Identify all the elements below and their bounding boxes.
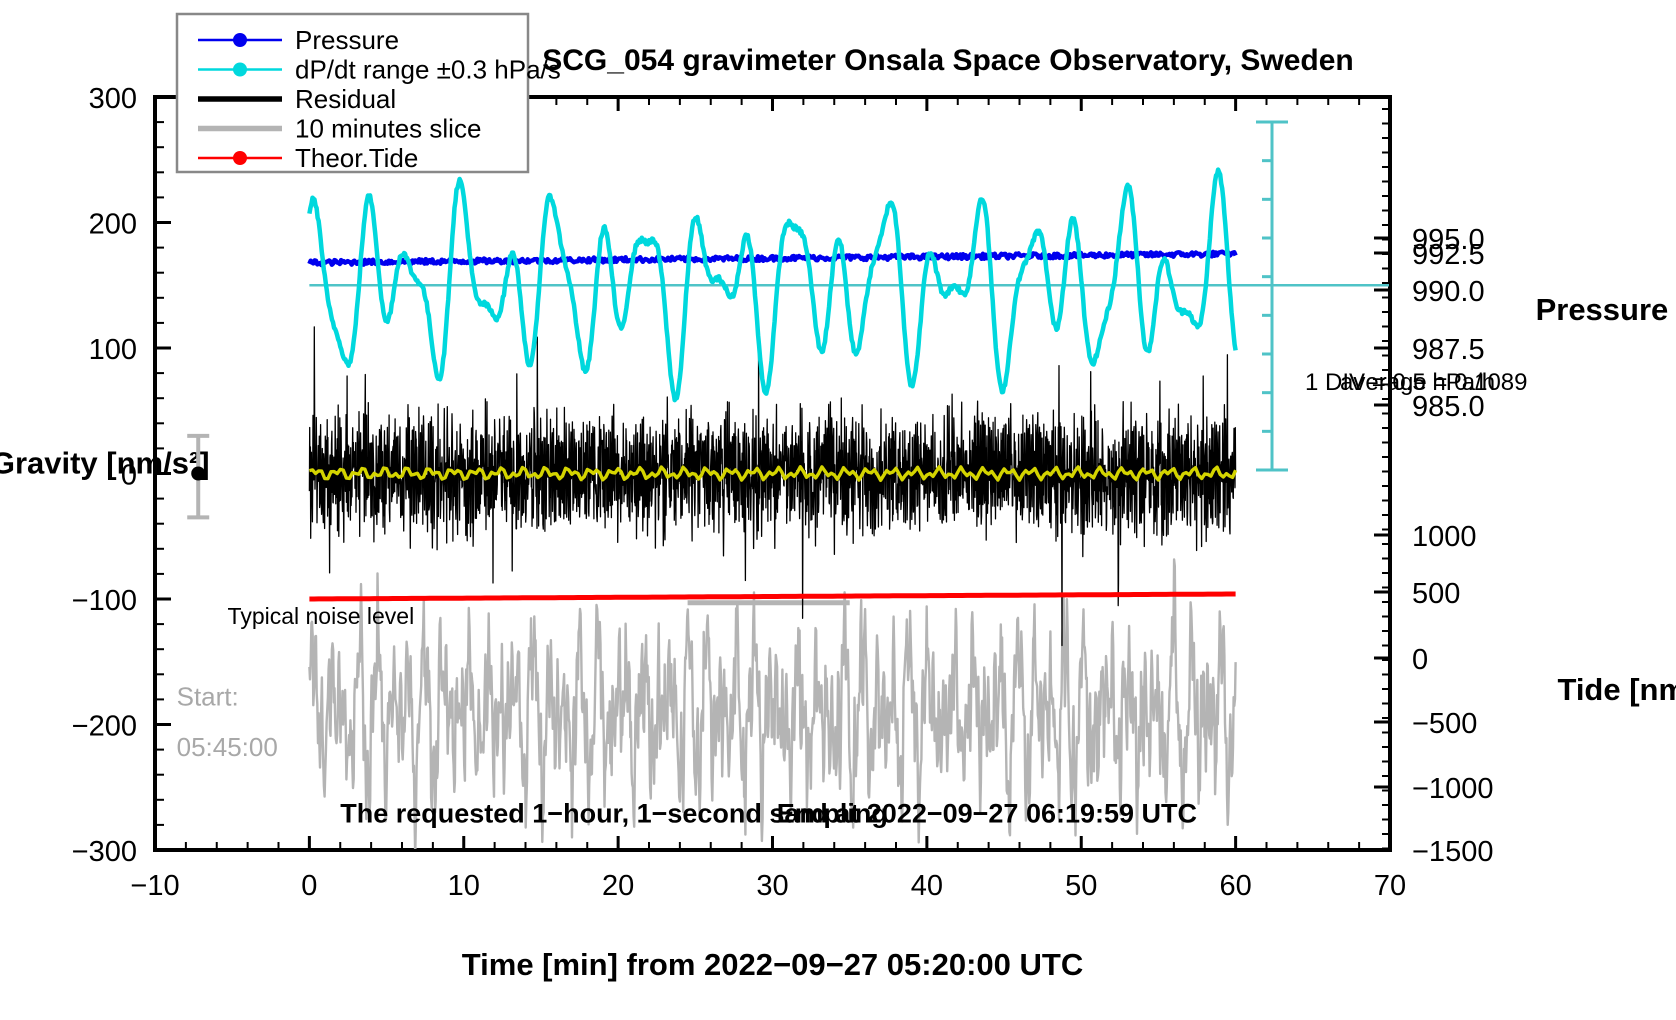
- tide-tick-label: −1500: [1412, 836, 1493, 868]
- noise-level-label: Typical noise level: [228, 603, 415, 629]
- end-note: End at 2022−09−27 06:19:59 UTC: [777, 798, 1197, 828]
- chart-title: SCG_054 gravimeter Onsala Space Observat…: [542, 44, 1354, 77]
- x-tick-label: 0: [301, 870, 317, 902]
- x-tick-label: 20: [602, 870, 634, 902]
- y-tick-label: 200: [89, 209, 137, 241]
- legend-label: Pressure: [295, 25, 399, 55]
- tide-tick-label: 1000: [1412, 521, 1477, 553]
- y-tick-label: −300: [72, 836, 137, 868]
- series-theor-tide: [309, 591, 1236, 602]
- y-tick-label: 0: [121, 460, 137, 492]
- y-tick-label: −100: [72, 585, 137, 617]
- y-tick-label: 100: [89, 334, 137, 366]
- x-tick-label: 40: [911, 870, 943, 902]
- start-label: Start:: [177, 682, 239, 712]
- tide-axis-title: Tide [nm/s²]: [1557, 672, 1676, 707]
- pressure-axis-title: Pressure [hPa]: [1536, 292, 1676, 327]
- tide-tick-label: 500: [1412, 578, 1460, 610]
- tide-tick-label: 0: [1412, 644, 1428, 676]
- x-tick-label: 70: [1374, 870, 1406, 902]
- pressure-tick-label: 990.0: [1412, 276, 1485, 308]
- tide-tick-label: −1000: [1412, 773, 1493, 805]
- legend-label: Theor.Tide: [295, 143, 418, 173]
- legend-item[interactable]: dP/dt range ±0.3 hPa/s: [198, 55, 561, 85]
- legend-marker: [233, 151, 247, 165]
- x-tick-label: 10: [448, 870, 480, 902]
- pressure-tick-label: 987.5: [1412, 334, 1485, 366]
- legend-item[interactable]: Pressure: [198, 25, 399, 55]
- div-scale-label: 1 DIV = 0.5 hPa/h: [1305, 369, 1495, 396]
- legend-label: 10 minutes slice: [295, 114, 481, 144]
- series-pressure: [307, 249, 1238, 268]
- annotations-group: Typical noise level Start: 05:45:00 The req…: [177, 120, 1528, 828]
- legend-item[interactable]: Theor.Tide: [198, 143, 418, 173]
- legend-marker: [233, 62, 247, 77]
- pressure-tick-label: 985.0: [1412, 391, 1485, 423]
- tide-tick-label: −500: [1412, 708, 1477, 740]
- series-residual: [308, 326, 1237, 647]
- legend-label: dP/dt range ±0.3 hPa/s: [295, 55, 561, 85]
- start-time: 05:45:00: [177, 732, 278, 762]
- x-tick-label: 50: [1065, 870, 1097, 902]
- pressure-tick-label: 995.0: [1412, 224, 1485, 256]
- legend-item[interactable]: Residual: [198, 84, 396, 114]
- x-tick-label: −10: [130, 870, 179, 902]
- sampling-note: The requested 1−hour, 1−second sampling: [340, 798, 888, 828]
- y-tick-label: −200: [72, 711, 137, 743]
- legend-item[interactable]: 10 minutes slice: [198, 114, 481, 144]
- axes-group: −10 0 10 20 30 40 50 60 703002001000−100−200−300…: [0, 44, 1676, 982]
- series-filtered-residual: [309, 465, 1238, 482]
- x-tick-label: 30: [756, 870, 788, 902]
- legend-marker: [233, 33, 247, 47]
- noise-center-dot: [191, 466, 206, 481]
- legend-label: Residual: [295, 84, 396, 114]
- x-axis-title: Time [min] from 2022−09−27 05:20:00 UTC: [462, 947, 1083, 982]
- average-label: average = 0.1089: [1340, 369, 1528, 396]
- y-tick-label: 300: [89, 83, 137, 115]
- pressure-tick-label: 992.5: [1412, 239, 1485, 271]
- y-axis-title: Obs’d Gravity [nm/s²]: [0, 446, 210, 481]
- data-group: [307, 167, 1389, 849]
- series-slice: [308, 558, 1237, 849]
- x-tick-label: 60: [1219, 870, 1251, 902]
- series-dpdt: [307, 167, 1238, 403]
